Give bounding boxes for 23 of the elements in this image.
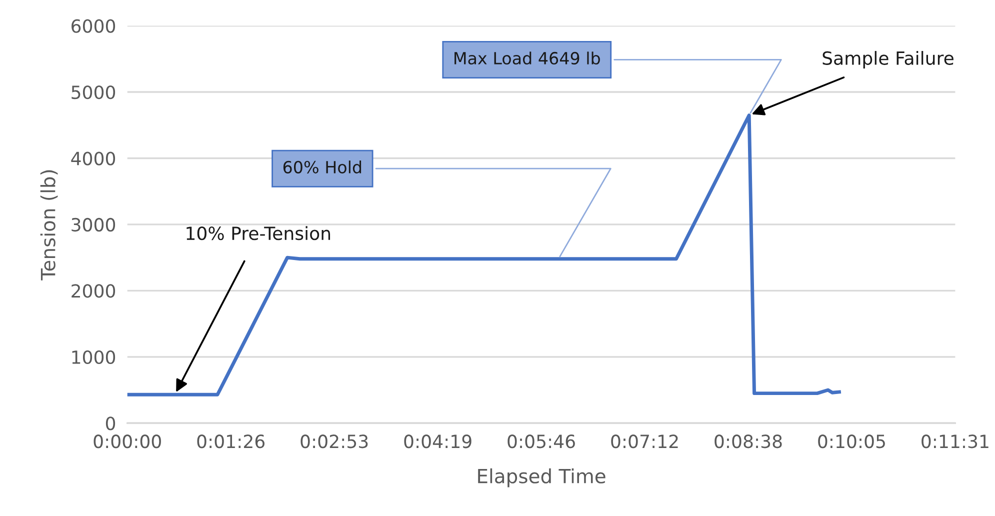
y-tick-label: 1000 [72,350,116,364]
x-tick-label: 0:07:12 [611,434,678,448]
x-tick-label: 0:00:00 [94,434,161,448]
y-tick-label: 5000 [72,85,116,100]
annotation: Max Load 4649 lb [454,52,600,65]
x-tick-label: 0:01:26 [197,434,265,448]
x-axis-title: Elapsed Time [478,468,606,488]
y-tick-label: 0 [106,416,116,430]
x-tick-label: 0:11:31 [922,434,988,448]
x-tick-label: 0:04:19 [404,434,472,448]
y-axis-title: Tension (lb) [40,170,58,280]
annotation: Sample Failure [822,50,954,68]
y-tick-label: 2000 [72,284,116,298]
y-tick-label: 3000 [72,218,116,232]
y-tick-label: 6000 [72,19,116,33]
x-tick-label: 0:10:05 [818,434,885,448]
x-tick-label: 0:08:38 [714,434,782,448]
annotation: 10% Pre-Tension [186,226,330,240]
x-tick-label: 0:05:46 [508,434,575,448]
annotation: 60% Hold [283,160,362,174]
x-tick-label: 0:02:53 [300,434,368,448]
y-tick-label: 4000 [71,152,116,166]
line-series [127,114,841,396]
